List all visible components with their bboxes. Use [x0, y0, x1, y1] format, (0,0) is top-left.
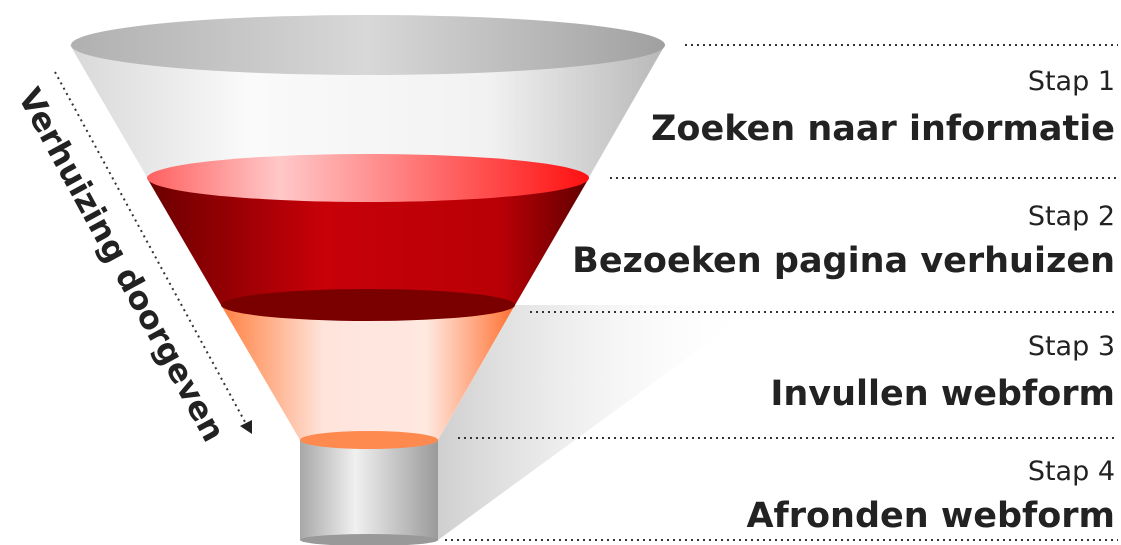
step-title: Invullen webform [770, 374, 1115, 414]
funnel-spout [300, 440, 438, 540]
band-red-bottom [221, 289, 515, 321]
arrow-head [240, 420, 252, 434]
step-label: Stap 1 [1028, 66, 1115, 97]
step-label: Stap 3 [1028, 331, 1115, 362]
band-red-top [147, 154, 589, 202]
step-title: Afronden webform [746, 496, 1115, 536]
band-red [147, 178, 589, 305]
step-title: Zoeken naar informatie [651, 109, 1115, 149]
band-orange [221, 305, 515, 440]
spout-bottom [300, 534, 438, 545]
step-label: Stap 4 [1028, 456, 1115, 487]
step-title: Bezoeken pagina verhuizen [572, 241, 1115, 281]
band-orange-bottom [300, 431, 438, 449]
step-label: Stap 2 [1028, 201, 1115, 232]
arrow-line [54, 71, 246, 423]
shadow [438, 305, 760, 540]
funnel-top [71, 15, 665, 75]
